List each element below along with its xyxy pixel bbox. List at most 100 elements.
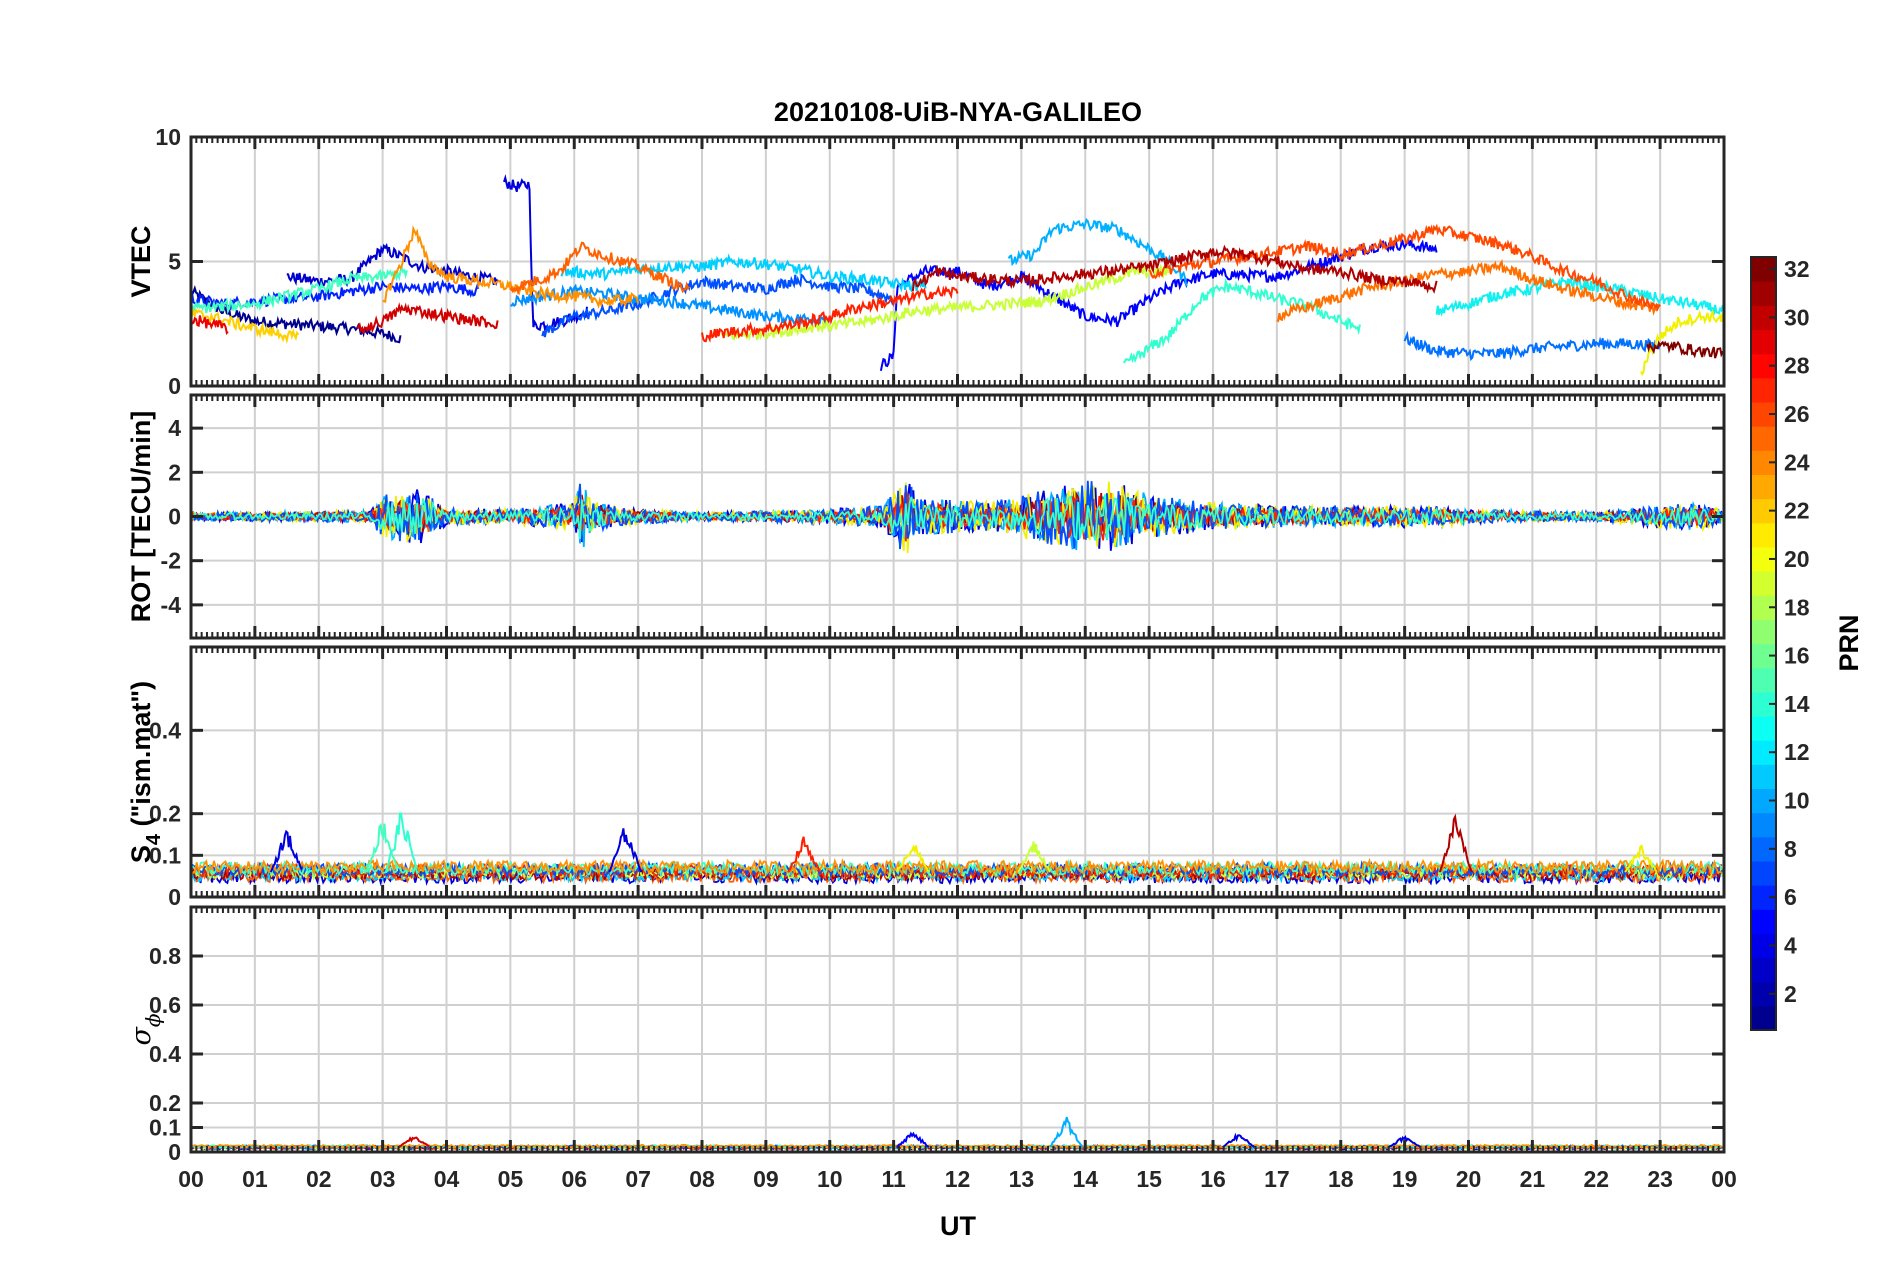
- y-axis-label-s4: S4 ("ism.mat"): [126, 681, 165, 863]
- y-tick-label: 5: [168, 249, 181, 275]
- colorbar-tick-label: 12: [1784, 739, 1810, 765]
- colorbar-tick-label: 4: [1784, 932, 1797, 958]
- colorbar-tick-label: 18: [1784, 594, 1810, 620]
- x-tick-label: 01: [242, 1166, 268, 1192]
- series-line-prn-14: [1122, 277, 1361, 364]
- x-tick-label: 03: [370, 1166, 396, 1192]
- series-line-prn-9: [510, 283, 830, 328]
- colorbar-tick-label: 2: [1784, 981, 1797, 1007]
- colorbar-tick-label: 14: [1784, 691, 1810, 717]
- x-tick-label: 10: [817, 1166, 843, 1192]
- y-tick-label: -2: [161, 548, 181, 574]
- x-tick-label: 00: [1711, 1166, 1737, 1192]
- y-tick-label: 0.2: [149, 801, 181, 827]
- series-line-prn-10: [1007, 217, 1188, 287]
- y-tick-label: 0.6: [149, 992, 181, 1018]
- y-tick-label: 0: [168, 884, 181, 910]
- spike-series-line: [1017, 841, 1051, 873]
- x-tick-label: 08: [689, 1166, 715, 1192]
- x-tick-label: 17: [1264, 1166, 1290, 1192]
- spike-series-line: [1049, 1116, 1083, 1148]
- colorbar-swatch: [1751, 619, 1776, 645]
- y-label-suffix: ("ism.mat"): [126, 681, 156, 834]
- colorbar-tick-label: 28: [1784, 353, 1810, 379]
- series-line-prn-7: [541, 273, 895, 338]
- y-tick-label: 10: [155, 124, 181, 150]
- colorbar-swatch: [1751, 426, 1776, 451]
- x-axis-label: UT: [940, 1211, 976, 1241]
- x-tick-label: 13: [1009, 1166, 1035, 1192]
- colorbar-swatch: [1751, 812, 1776, 838]
- spike-series-line: [1222, 1132, 1256, 1148]
- panel-series-group: [191, 480, 1723, 554]
- y-tick-label: 0: [168, 1139, 181, 1165]
- y-tick-label: 0.1: [149, 1115, 181, 1141]
- series-line-prn-8: [1403, 330, 1662, 362]
- spike-series-line: [608, 828, 643, 873]
- x-tick-label: 18: [1328, 1166, 1354, 1192]
- y-tick-label: 2: [168, 459, 181, 485]
- x-tick-label: 12: [945, 1166, 971, 1192]
- spike-series-line: [1624, 844, 1658, 873]
- baseline-series-line: [191, 857, 1723, 877]
- spike-series-line: [896, 1131, 930, 1148]
- x-tick-label: 06: [561, 1166, 587, 1192]
- series-line-prn-28: [191, 315, 229, 336]
- x-tick-label: 20: [1456, 1166, 1482, 1192]
- y-tick-label: 0.4: [149, 717, 181, 743]
- y-tick-label: 0.4: [149, 1041, 181, 1067]
- series-line-prn-30: [911, 244, 1438, 294]
- colorbar-swatch: [1751, 474, 1776, 500]
- x-tick-label: 14: [1072, 1166, 1098, 1192]
- colorbar-swatch: [1751, 715, 1776, 741]
- series-line-prn-32: [1646, 340, 1724, 359]
- grid-layer: [191, 137, 1724, 1152]
- x-tick-label: 05: [498, 1166, 524, 1192]
- y-label-subscript: 4: [143, 833, 165, 845]
- colorbar-frame: [1750, 256, 1777, 1031]
- colorbar-swatch: [1751, 281, 1776, 306]
- colorbar-swatch: [1751, 909, 1776, 934]
- y-tick-label: 0.2: [149, 1090, 181, 1116]
- x-tick-label: 09: [753, 1166, 779, 1192]
- y-tick-label: 0: [168, 504, 181, 530]
- y-tick-label: -4: [161, 592, 182, 618]
- spike-series-line: [787, 836, 822, 873]
- x-tick-label: 00: [178, 1166, 204, 1192]
- colorbar-swatch: [1751, 860, 1776, 886]
- series-line-prn-25: [509, 241, 690, 296]
- y-axis-label-vtec: VTEC: [126, 225, 156, 297]
- series-line-prn-12: [560, 253, 927, 293]
- y-label-main: σ: [126, 1026, 157, 1046]
- colorbar-swatch: [1751, 522, 1776, 548]
- x-tick-label: 02: [306, 1166, 332, 1192]
- series-line-prn-19: [720, 263, 1170, 342]
- spike-series-line: [1438, 813, 1473, 873]
- colorbar-tick-label: 26: [1784, 401, 1810, 427]
- x-tick-label: 23: [1647, 1166, 1673, 1192]
- spike-series-line: [269, 829, 303, 873]
- colorbar-swatch: [1751, 329, 1776, 355]
- spike-series-line: [384, 812, 418, 873]
- series-line-prn-24: [1276, 259, 1661, 323]
- x-tick-label: 15: [1136, 1166, 1162, 1192]
- colorbar-tick-label: 6: [1784, 884, 1797, 910]
- x-tick-label: 16: [1200, 1166, 1226, 1192]
- series-line-prn-1: [191, 285, 402, 344]
- series-line-prn-29: [356, 302, 499, 334]
- spike-series-line: [1388, 1135, 1422, 1148]
- series-line-prn-23: [382, 225, 640, 309]
- x-tick-label: 21: [1520, 1166, 1546, 1192]
- y-tick-label: 4: [168, 415, 181, 441]
- x-tick-label: 11: [881, 1166, 906, 1192]
- panel-series-group: [191, 812, 1723, 887]
- colorbar-tick-label: 20: [1784, 546, 1810, 572]
- colorbar-swatch: [1751, 1005, 1776, 1031]
- colorbar-swatch: [1751, 571, 1776, 596]
- colorbar-tick-label: 8: [1784, 836, 1797, 862]
- series-line-prn-27: [701, 284, 959, 343]
